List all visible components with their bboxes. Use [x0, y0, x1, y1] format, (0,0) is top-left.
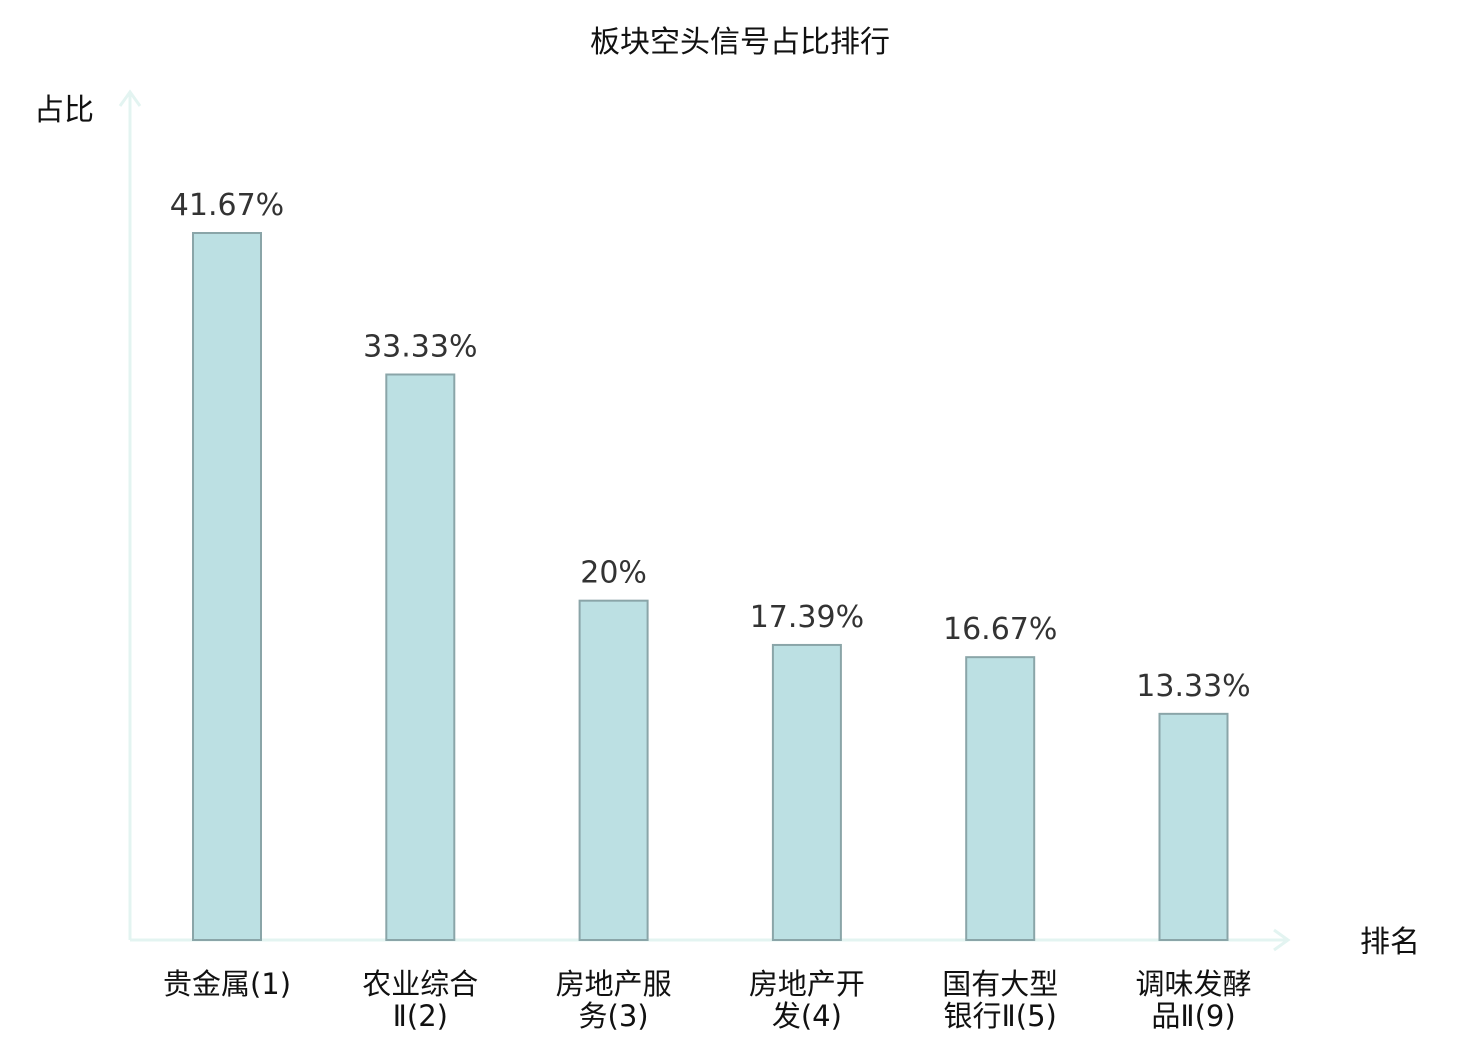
x-axis-label: 排名	[1360, 925, 1420, 960]
bar	[965, 656, 1036, 941]
bar	[771, 643, 842, 941]
category-tick-label: 贵金属(1)	[163, 967, 291, 1001]
y-axis-label: 占比	[34, 93, 94, 128]
category-tick-label: Ⅱ(2)	[393, 999, 448, 1033]
x-axis	[130, 928, 1291, 952]
category-tick-label: 调味发酵	[1135, 967, 1251, 1001]
category-tick-label: 农业综合	[362, 967, 478, 1001]
bar	[578, 599, 649, 942]
bar	[385, 373, 456, 942]
bar-value-label: 13.33%	[1136, 669, 1250, 704]
bar	[1158, 712, 1229, 941]
bars-group	[192, 232, 1229, 942]
category-tick-label: 品Ⅱ(9)	[1151, 999, 1235, 1033]
bar	[192, 232, 262, 941]
category-tick-label: 务(3)	[579, 999, 649, 1033]
category-tick-label: 国有大型	[942, 967, 1058, 1001]
chart-title: 板块空头信号占比排行	[590, 25, 890, 60]
bar-value-label: 41.67%	[170, 188, 284, 223]
bar-value-label: 17.39%	[750, 600, 864, 635]
y-axis	[118, 89, 142, 940]
category-tick-label: 房地产服	[556, 967, 672, 1001]
category-tick-label: 银行Ⅱ(5)	[944, 999, 1057, 1033]
value-labels-group: 41.67% 33.33% 20% 17.39% 16.67% 13.33%	[170, 188, 1251, 704]
bar-value-label: 33.33%	[363, 330, 477, 365]
bar-value-label: 20%	[580, 556, 647, 591]
category-tick-label: 房地产开	[749, 967, 865, 1001]
bar-value-label: 16.67%	[943, 612, 1057, 647]
category-tick-label: 发(4)	[772, 999, 842, 1033]
